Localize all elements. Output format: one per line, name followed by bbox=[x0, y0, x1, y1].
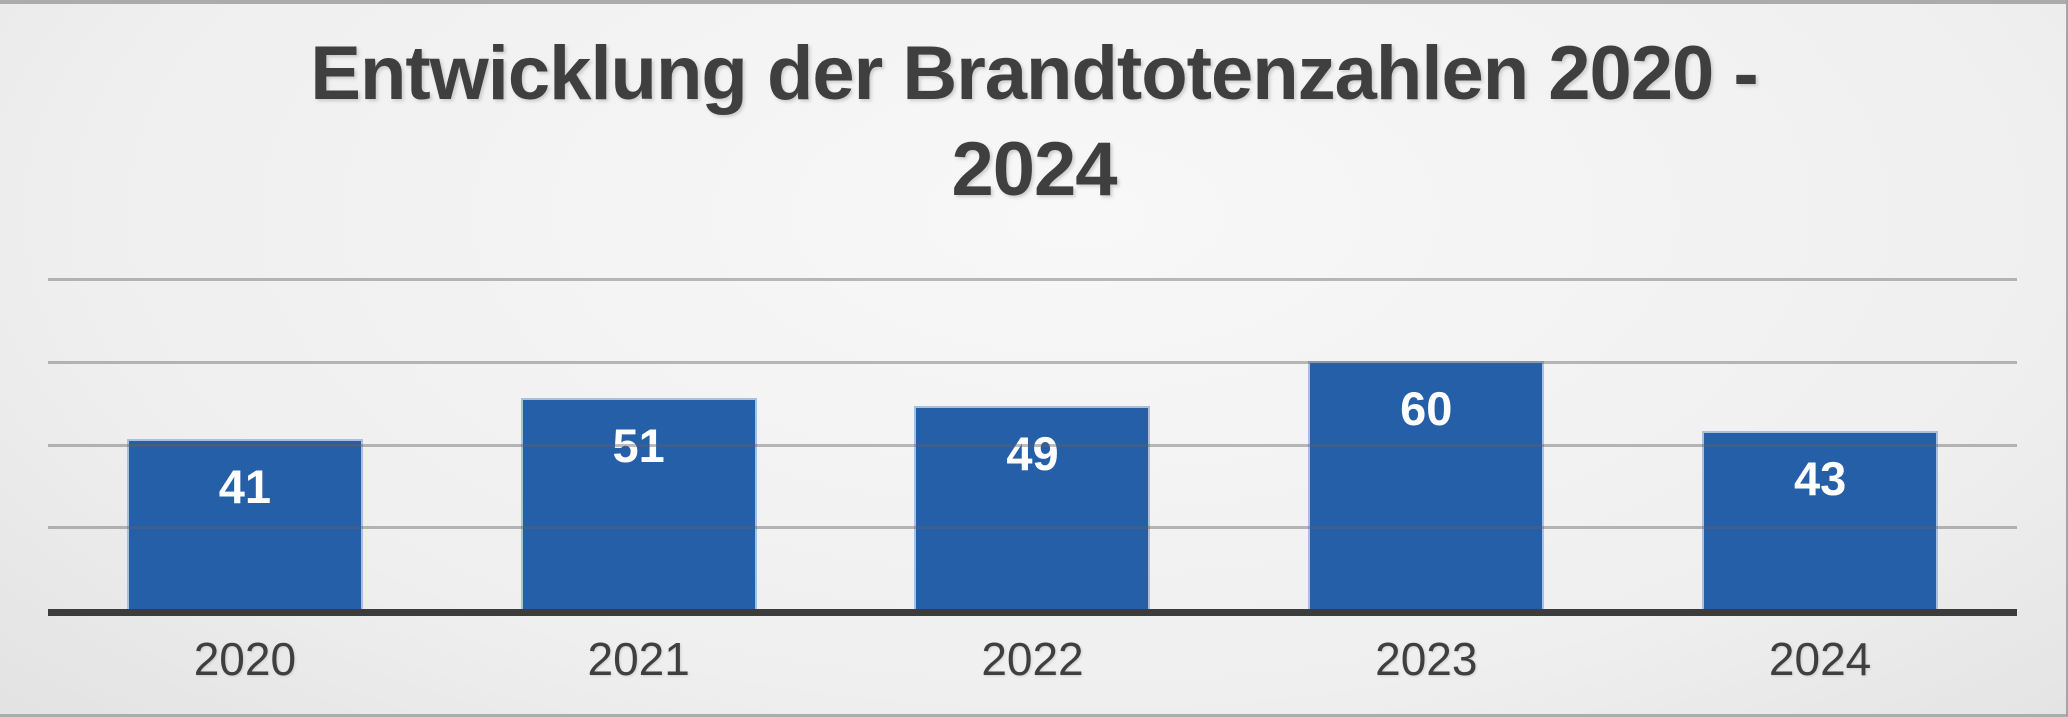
gridline-80 bbox=[48, 278, 2017, 281]
bar-slot-2021: 51 bbox=[442, 203, 836, 609]
bar-2022: 49 bbox=[914, 406, 1151, 609]
bar-value-label-2022: 49 bbox=[1006, 427, 1059, 480]
gridline-60 bbox=[48, 360, 2017, 364]
bars: 41 51 49 60 43 bbox=[48, 203, 2017, 609]
bar-value-label-2020: 41 bbox=[218, 460, 272, 513]
bar-slot-2023: 60 bbox=[1229, 203, 1623, 609]
x-axis-label-2020: 2020 bbox=[193, 633, 297, 685]
x-axis-label-2023: 2023 bbox=[1375, 633, 1478, 685]
bar-value-label-2021: 51 bbox=[612, 419, 665, 472]
gridline-20 bbox=[48, 526, 2017, 530]
slide-right-edge bbox=[2066, 0, 2068, 717]
bar-slot-2022: 49 bbox=[836, 203, 1230, 609]
x-axis-label-2024: 2024 bbox=[1768, 633, 1872, 685]
chart-title-line-2: 2024 bbox=[951, 127, 1117, 212]
bar-value-label-2023: 60 bbox=[1400, 382, 1453, 435]
x-axis-label-2022: 2022 bbox=[981, 633, 1084, 685]
plot-area: 41 51 49 60 43 bbox=[48, 203, 2017, 616]
bar-2023: 60 bbox=[1308, 361, 1545, 609]
bar-2020: 41 bbox=[126, 439, 363, 609]
bar-2021: 51 bbox=[520, 398, 757, 609]
x-axis-label-2021: 2021 bbox=[587, 633, 690, 685]
chart-title: Entwicklung der Brandtotenzahlen 2020 - … bbox=[0, 26, 2068, 218]
gridline-40 bbox=[48, 443, 2017, 447]
chart-title-line-1: Entwicklung der Brandtotenzahlen 2020 - bbox=[310, 31, 1759, 116]
bar-value-label-2024: 43 bbox=[1793, 452, 1847, 505]
bar-slot-2024: 43 bbox=[1623, 203, 2017, 609]
bar-slot-2020: 41 bbox=[48, 203, 442, 609]
x-axis-labels: 2020 2021 2022 2023 2024 bbox=[48, 633, 2017, 685]
bar-2024: 43 bbox=[1702, 431, 1939, 609]
slide-top-edge bbox=[0, 0, 2068, 4]
slide-bottom-edge bbox=[0, 714, 2068, 717]
x-axis-line bbox=[48, 609, 2017, 616]
